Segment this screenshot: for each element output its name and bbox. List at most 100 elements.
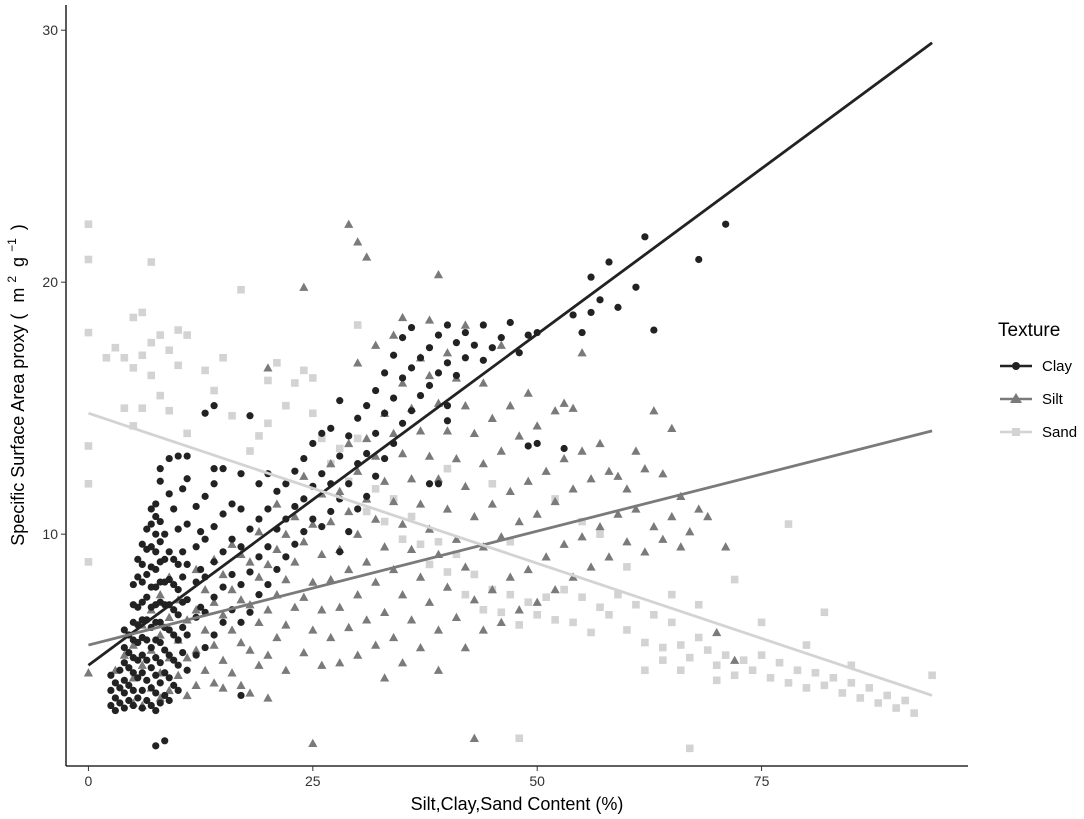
- clay-point: [434, 369, 443, 377]
- sand-point: [255, 432, 263, 440]
- clay-point: [407, 323, 416, 332]
- y-tick-label: 10: [42, 526, 58, 542]
- clay-point: [372, 429, 380, 437]
- clay-point: [183, 596, 191, 604]
- y-axis-title-unit-m: m: [8, 288, 28, 303]
- clay-point: [533, 439, 541, 448]
- silt-point: [155, 693, 165, 702]
- clay-point: [282, 553, 290, 561]
- sand-point: [111, 343, 120, 352]
- clay-point: [125, 696, 133, 705]
- silt-point: [245, 645, 255, 654]
- clay-series: [107, 220, 730, 750]
- clay-point: [183, 560, 191, 569]
- clay-point: [134, 555, 142, 563]
- clay-point: [120, 659, 128, 667]
- sand-point: [623, 626, 631, 634]
- clay-point: [129, 686, 137, 695]
- silt-point: [577, 348, 587, 357]
- clay-point: [147, 505, 155, 513]
- sand-point: [443, 568, 452, 576]
- clay-point: [129, 580, 137, 589]
- silt-point: [532, 421, 542, 430]
- silt-point: [353, 650, 363, 659]
- sand-point: [659, 656, 667, 664]
- silt-point: [640, 464, 650, 473]
- sand-point: [398, 535, 407, 544]
- clay-point: [246, 608, 254, 616]
- sand-point: [802, 684, 811, 692]
- sand-point: [102, 353, 111, 362]
- silt-point: [406, 474, 417, 483]
- silt-point: [191, 645, 201, 654]
- sand-point: [560, 585, 568, 594]
- silt-point: [344, 564, 354, 574]
- silt-point: [559, 539, 569, 548]
- sand-point: [802, 641, 811, 649]
- silt-point: [451, 453, 462, 463]
- clay-point: [434, 480, 443, 488]
- clay-point: [300, 454, 308, 463]
- silt-point: [721, 542, 731, 551]
- plot-area: [83, 41, 936, 753]
- clay-point: [210, 402, 218, 410]
- clay-point: [219, 548, 227, 556]
- sand-point: [596, 603, 604, 612]
- sand-point: [596, 530, 604, 538]
- silt-point: [541, 552, 551, 561]
- clay-point: [354, 505, 362, 513]
- silt-point: [496, 617, 506, 627]
- silt-point: [344, 219, 354, 228]
- clay-point: [174, 661, 182, 669]
- clay-point: [174, 586, 182, 594]
- clay-point: [165, 575, 173, 584]
- clay-point: [228, 500, 236, 508]
- clay-point: [107, 686, 115, 695]
- silt-point: [397, 448, 408, 458]
- silt-point: [460, 562, 470, 571]
- silt-point: [209, 640, 219, 649]
- silt-point: [604, 552, 614, 561]
- sand-point: [578, 517, 586, 526]
- clay-point: [147, 543, 155, 551]
- sand-point: [488, 479, 497, 488]
- clay-point: [210, 558, 218, 566]
- silt-point: [433, 270, 444, 279]
- silt-point: [595, 438, 605, 448]
- silt-point: [577, 446, 587, 455]
- clay-point: [479, 356, 487, 364]
- clay-point: [587, 273, 595, 281]
- clay-point: [179, 573, 187, 581]
- silt-point: [335, 486, 345, 496]
- silt-point: [263, 605, 273, 614]
- clay-point: [179, 649, 187, 657]
- clay-point: [138, 578, 146, 586]
- silt-point: [433, 474, 444, 483]
- sand-point: [793, 666, 802, 675]
- clay-point: [129, 669, 137, 677]
- clay-point: [156, 465, 164, 473]
- silt-point: [487, 499, 497, 508]
- legend-title: Texture: [998, 320, 1060, 341]
- silt-point: [424, 597, 435, 606]
- legend-item-sand: Sand: [1000, 424, 1077, 441]
- silt-point: [164, 612, 174, 622]
- sand-point: [371, 485, 380, 493]
- silt-point: [640, 547, 650, 556]
- silt-point: [281, 574, 291, 584]
- clay-point: [174, 686, 182, 695]
- silt-point: [559, 398, 569, 407]
- clay-point: [161, 646, 169, 654]
- silt-point: [388, 496, 399, 506]
- legend-item-silt: Silt: [1000, 391, 1064, 408]
- clay-point: [219, 583, 227, 591]
- silt-point: [182, 690, 192, 700]
- sand-point: [641, 666, 649, 675]
- clay-point: [161, 669, 169, 677]
- clay-point: [363, 492, 371, 500]
- silt-point: [236, 680, 246, 690]
- silt-point: [658, 534, 668, 543]
- clay-point: [197, 565, 205, 574]
- silt-point: [631, 446, 641, 455]
- clay-point: [416, 391, 425, 400]
